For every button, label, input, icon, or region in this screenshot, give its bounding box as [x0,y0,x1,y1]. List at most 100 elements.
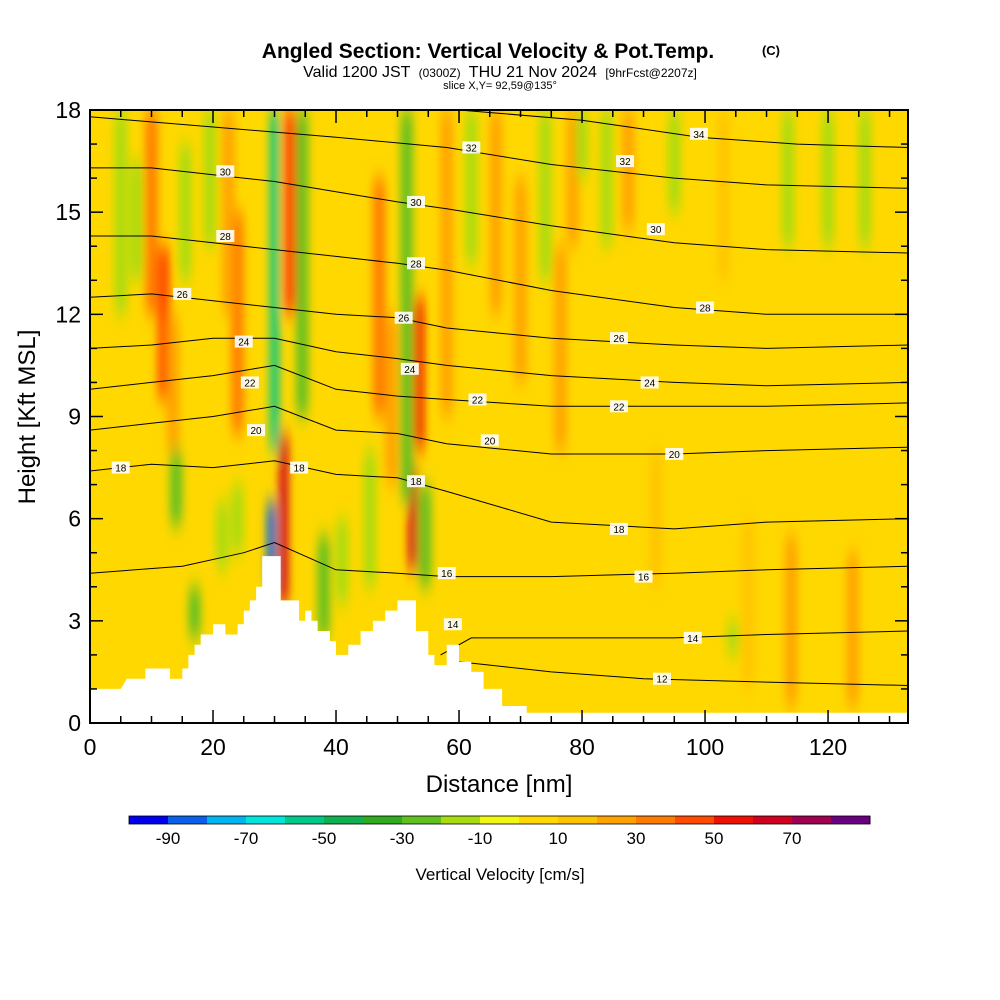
colorbar-tick-label: 70 [783,829,802,848]
svg-text:22: 22 [244,378,256,389]
colorbar-tick-label: -10 [468,829,493,848]
chart-title-mark: (C) [762,43,780,58]
svg-text:28: 28 [220,232,232,243]
colorbar-swatch [363,816,403,824]
velocity-feature-3 [283,110,296,315]
contour-label-18: 18 [111,461,130,475]
contour-label-22: 22 [609,400,628,413]
x-tick-label: 120 [809,734,847,760]
contour-label-22: 22 [468,393,487,406]
velocity-feature-26 [385,314,398,485]
colorbar-swatch [792,816,832,824]
svg-text:34: 34 [693,130,705,141]
x-tick-labels: 0 20 40 60 80 100 120 [84,734,848,760]
contour-label-30: 30 [406,195,425,209]
velocity-feature-17 [203,110,216,247]
contour-label-16: 16 [634,570,653,584]
velocity-feature-14 [114,110,127,315]
velocity-feature-4 [296,110,309,417]
contour-label-12: 12 [652,672,671,686]
velocity-feature-7 [400,110,413,502]
contour-label-20: 20 [247,424,266,437]
svg-text:18: 18 [410,477,422,488]
subtitle-forecast: [9hrFcst@2207z] [605,66,697,80]
svg-text:24: 24 [644,378,656,389]
isentrope-20 [90,405,908,455]
velocity-feature-13 [222,110,235,315]
svg-text:22: 22 [472,395,484,406]
svg-text:32: 32 [620,157,632,168]
x-tick-label: 0 [84,734,97,760]
velocity-feature-11 [145,110,158,315]
colorbar-swatch [831,816,871,824]
colorbar-tick-label: -50 [312,829,337,848]
contour-label-18: 18 [290,461,309,475]
contour-label-24: 24 [234,335,253,349]
colorbar-swatch [246,816,286,824]
velocity-feature-35 [600,110,613,247]
colorbar-swatch [675,816,715,824]
velocity-feature-2 [270,110,280,451]
contour-label-24: 24 [640,376,659,389]
velocity-feature-44 [846,552,859,706]
velocity-feature-21 [231,484,244,553]
svg-text:26: 26 [398,314,410,325]
isentrope-30 [90,167,908,254]
svg-text:22: 22 [613,402,625,413]
velocity-feature-10 [167,314,180,451]
svg-text:20: 20 [250,426,262,437]
velocity-feature-33 [566,110,579,247]
svg-text:18: 18 [115,464,127,475]
svg-text:14: 14 [447,620,459,631]
velocity-feature-34 [576,110,589,179]
velocity-feature-36 [622,110,635,230]
colorbar-label: Vertical Velocity [cm/s] [415,865,584,884]
y-tick-label: 9 [68,404,81,430]
contour-label-28: 28 [216,230,235,243]
isentrope-16 [90,541,908,578]
velocity-feature-42 [858,110,871,247]
contour-label-34: 34 [689,127,708,141]
velocity-feature-38 [717,110,730,281]
contour-label-28: 28 [696,301,715,315]
colorbar-swatch [129,816,169,824]
colorbar-swatch [207,816,247,824]
velocity-feature-19 [188,586,201,638]
velocity-feature-23 [336,518,349,604]
svg-text:26: 26 [613,334,625,345]
colorbar-swatch [441,816,481,824]
y-tick-label: 15 [55,199,81,225]
subtitle-valid: Valid 1200 JST [303,64,411,81]
terrain-profile [90,556,908,723]
colorbar-swatch [636,816,676,824]
svg-text:32: 32 [466,143,478,154]
velocity-feature-20 [216,501,229,570]
velocity-feature-18 [170,450,183,526]
colorbar-swatch [324,816,364,824]
y-tick-label: 12 [55,301,81,327]
colorbar-tick-label: -90 [156,829,181,848]
x-tick-label: 80 [569,734,595,760]
isentrope-32 [90,116,908,189]
velocity-feature-24 [363,450,376,587]
velocity-feature-39 [726,620,739,655]
contour-label-16: 16 [437,567,456,580]
x-tick-label: 60 [446,734,472,760]
y-tick-label: 18 [55,97,81,123]
velocity-feature-12 [231,212,244,434]
velocity-feature-43 [785,535,798,706]
colorbar-swatch [714,816,754,824]
axis-ticks [89,109,908,724]
isentrope-24 [90,337,908,387]
contour-label-14: 14 [443,618,462,631]
contour-label-26: 26 [173,287,192,301]
svg-text:30: 30 [220,167,232,178]
slice-label: slice X,Y= 92,59@135° [443,80,557,92]
velocity-feature-46 [649,450,662,587]
velocity-feature-27 [440,110,453,417]
velocity-feature-41 [822,110,835,247]
colorbar-swatch [519,816,559,824]
x-tick-label: 100 [686,734,724,760]
colorbar-tick-label: 50 [705,829,724,848]
contour-labels: 30 28 26 24 22 20 18 18 32 30 28 26 24 18 22 20 16 14 34 32… [111,127,715,686]
